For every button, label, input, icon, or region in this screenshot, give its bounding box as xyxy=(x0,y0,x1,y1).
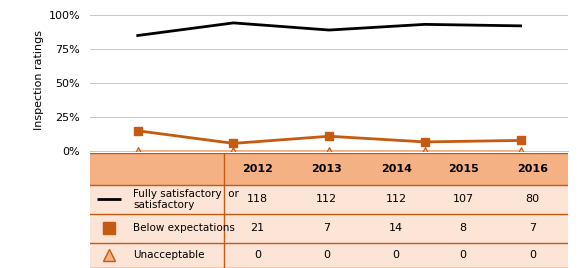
Text: 2013: 2013 xyxy=(311,164,342,174)
Text: 112: 112 xyxy=(386,194,407,204)
Bar xyxy=(496,214,568,243)
Bar xyxy=(362,243,430,268)
Bar xyxy=(291,185,362,214)
Text: Unacceptable: Unacceptable xyxy=(133,250,205,260)
Bar xyxy=(90,153,224,185)
Text: 7: 7 xyxy=(323,223,331,233)
Text: 21: 21 xyxy=(251,223,264,233)
Bar xyxy=(362,153,430,185)
Text: Below expectations: Below expectations xyxy=(133,223,235,233)
Text: 112: 112 xyxy=(316,194,338,204)
Text: 0: 0 xyxy=(254,250,261,260)
Bar xyxy=(430,153,496,185)
Bar xyxy=(496,185,568,214)
Text: 0: 0 xyxy=(459,250,467,260)
Bar xyxy=(224,185,291,214)
Bar xyxy=(496,153,568,185)
Bar xyxy=(224,153,291,185)
Bar xyxy=(430,214,496,243)
Bar xyxy=(291,153,362,185)
Text: 107: 107 xyxy=(452,194,474,204)
Text: 0: 0 xyxy=(393,250,400,260)
Bar xyxy=(430,243,496,268)
Bar xyxy=(291,214,362,243)
Bar xyxy=(291,243,362,268)
Text: 0: 0 xyxy=(323,250,330,260)
Bar xyxy=(496,243,568,268)
Bar xyxy=(362,185,430,214)
Text: 80: 80 xyxy=(525,194,539,204)
Text: 7: 7 xyxy=(529,223,536,233)
Text: 118: 118 xyxy=(247,194,268,204)
Y-axis label: Inspection ratings: Inspection ratings xyxy=(34,30,45,130)
Text: 8: 8 xyxy=(459,223,467,233)
Bar xyxy=(362,214,430,243)
Text: 2015: 2015 xyxy=(448,164,478,174)
Text: 14: 14 xyxy=(389,223,403,233)
Bar xyxy=(224,214,291,243)
Text: 0: 0 xyxy=(529,250,536,260)
Bar xyxy=(430,185,496,214)
Text: 2012: 2012 xyxy=(242,164,273,174)
Text: 2016: 2016 xyxy=(517,164,548,174)
Text: Fully satisfactory  or
satisfactory: Fully satisfactory or satisfactory xyxy=(133,189,239,210)
Bar xyxy=(90,214,224,243)
Bar xyxy=(90,243,224,268)
Bar xyxy=(90,185,224,214)
Bar xyxy=(224,243,291,268)
Text: 2014: 2014 xyxy=(380,164,412,174)
